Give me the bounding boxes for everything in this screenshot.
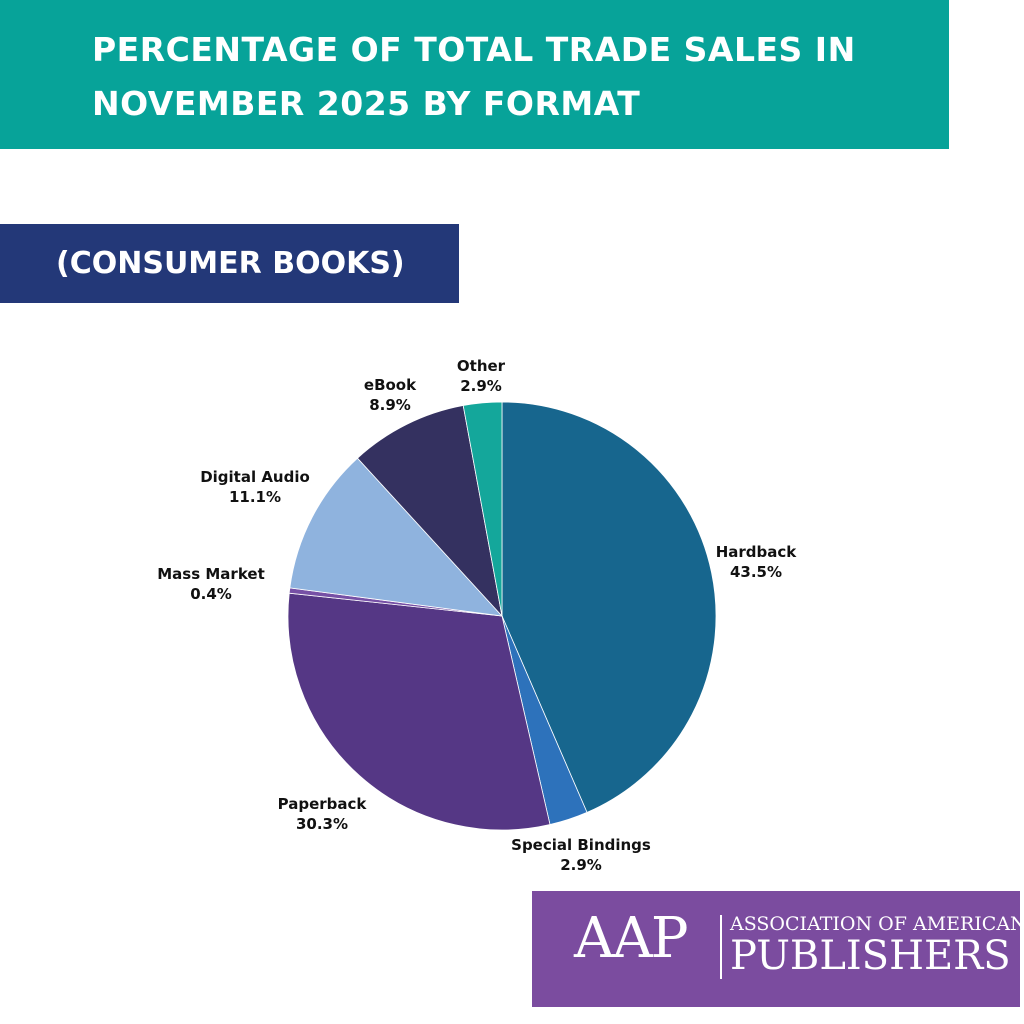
pie-slice-ebook [356, 405, 503, 618]
pie-slice-paperback [287, 592, 551, 831]
slice-label-value: 2.9% [560, 856, 602, 874]
slice-label-value: 8.9% [369, 396, 411, 414]
pie-slice-digital-audio [289, 457, 504, 617]
pie-slice-other [462, 401, 503, 617]
pie-chart [287, 401, 717, 831]
slice-label-value: 43.5% [729, 563, 783, 581]
slice-label-ebook: eBook 8.9% [290, 375, 490, 415]
slice-label-digital-audio: Digital Audio 11.1% [155, 467, 355, 507]
slice-label-paperback: Paperback 30.3% [222, 794, 422, 834]
slice-label-mass-market: Mass Market 0.4% [111, 564, 311, 604]
slice-label-value: 2.9% [460, 377, 502, 395]
slice-label-name: Mass Market [157, 565, 265, 583]
slice-label-value: 30.3% [295, 815, 349, 833]
slice-label-name: Hardback [715, 543, 797, 561]
slice-label-name: Special Bindings [511, 836, 651, 854]
pie-slice-hardback [501, 401, 717, 813]
title-banner: PERCENTAGE OF TOTAL TRADE SALES IN NOVEM… [0, 0, 949, 149]
slice-label-name: eBook [363, 376, 417, 394]
slice-label-name: Digital Audio [200, 468, 310, 486]
logo-line-2: PUBLISHERS [730, 933, 1011, 979]
slice-label-name: Paperback [277, 795, 367, 813]
logo-mark: AAP [574, 906, 689, 971]
chart-subtitle: (CONSUMER BOOKS) [56, 246, 405, 281]
slice-label-special-bindings: Special Bindings 2.9% [481, 835, 681, 875]
chart-title-line-1: PERCENTAGE OF TOTAL TRADE SALES IN [92, 30, 856, 69]
slice-label-value: 0.4% [190, 585, 232, 603]
slice-label-value: 11.1% [228, 488, 282, 506]
logo-line-1: ASSOCIATION OF AMERICAN [730, 913, 1024, 935]
aap-logo: AAP ASSOCIATION OF AMERICAN PUBLISHERS [532, 891, 1024, 1007]
logo-divider [720, 915, 722, 979]
slice-label-other: Other 2.9% [381, 356, 581, 396]
chart-title-line-2: NOVEMBER 2025 BY FORMAT [92, 84, 641, 123]
slice-label-name: Other [456, 357, 506, 375]
slice-label-hardback: Hardback 43.5% [656, 542, 856, 582]
subtitle-banner: (CONSUMER BOOKS) [0, 224, 459, 303]
